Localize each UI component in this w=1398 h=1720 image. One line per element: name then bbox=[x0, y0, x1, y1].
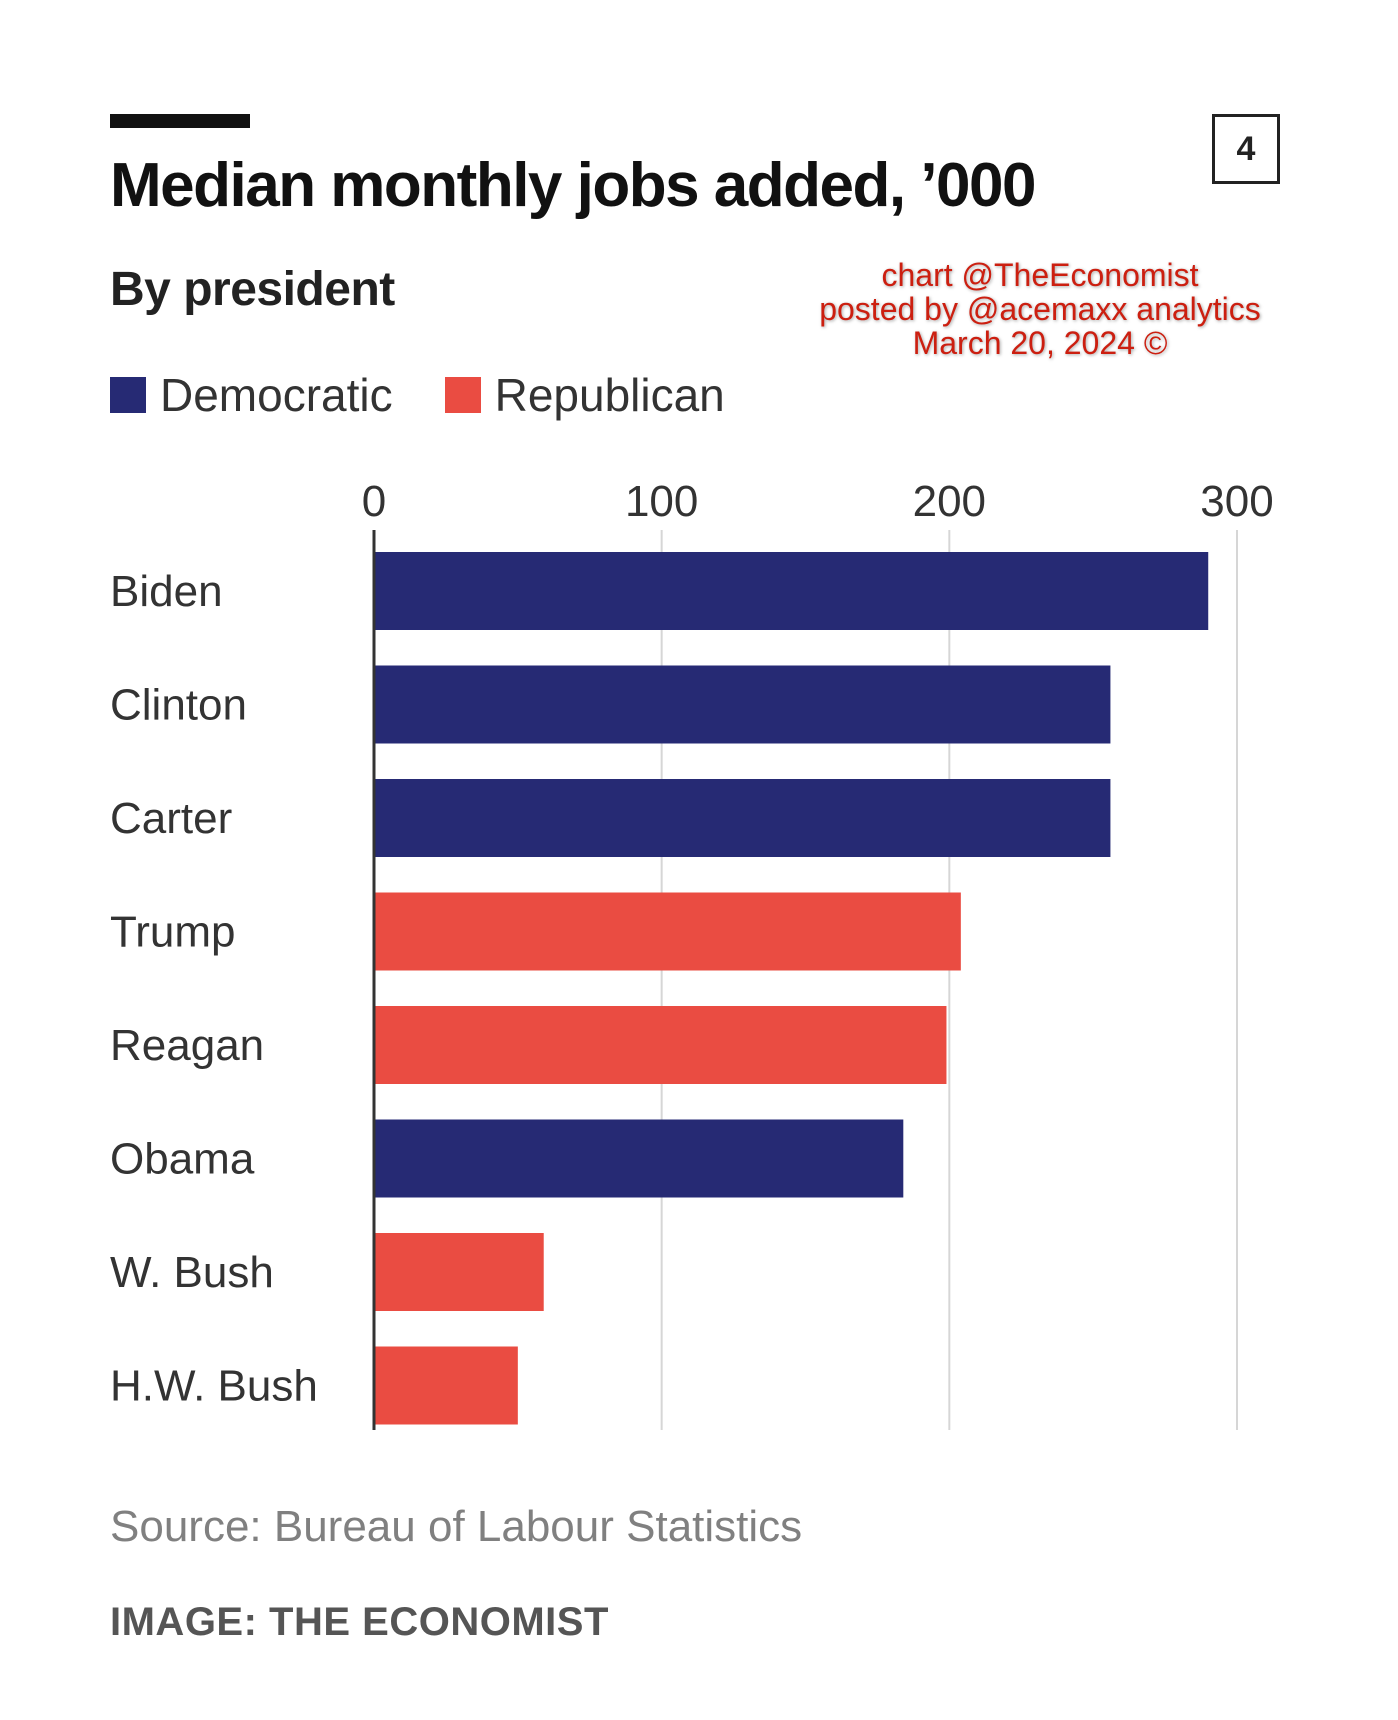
category-label: W. Bush bbox=[110, 1248, 274, 1297]
chart-number-badge: 4 bbox=[1212, 114, 1280, 184]
source-note: Source: Bureau of Labour Statistics bbox=[110, 1502, 803, 1551]
bar-reagan bbox=[374, 1006, 947, 1084]
watermark-line-1: chart @TheEconomist bbox=[881, 257, 1199, 293]
legend-item-democratic: Democratic bbox=[110, 368, 393, 422]
bar-h-w-bush bbox=[374, 1346, 518, 1425]
watermark-line-2: posted by @acemaxx analytics bbox=[819, 291, 1261, 327]
bar-trump bbox=[374, 892, 961, 971]
category-label: Obama bbox=[110, 1135, 255, 1184]
category-label: Carter bbox=[110, 794, 232, 843]
legend-label-democratic: Democratic bbox=[160, 369, 393, 421]
legend-swatch-democratic bbox=[110, 377, 146, 413]
image-credit: IMAGE: THE ECONOMIST bbox=[110, 1600, 609, 1644]
x-tick-label: 0 bbox=[362, 477, 386, 526]
legend: Democratic Republican bbox=[110, 368, 725, 422]
legend-item-republican: Republican bbox=[444, 368, 725, 422]
category-label: Clinton bbox=[110, 681, 247, 730]
bar-biden bbox=[374, 552, 1209, 630]
category-label: Reagan bbox=[110, 1021, 264, 1070]
category-label: Biden bbox=[110, 567, 223, 616]
x-tick-label: 100 bbox=[625, 477, 698, 526]
watermark: chart @TheEconomist posted by @acemaxx a… bbox=[760, 258, 1320, 360]
title-rule bbox=[110, 114, 250, 128]
bar-chart: 0 100 200 300 Biden Clinton Carter Trump Reagan O… bbox=[110, 477, 1274, 1430]
chart-title: Median monthly jobs added, ’000 bbox=[110, 151, 1037, 220]
x-tick-label: 300 bbox=[1200, 477, 1273, 526]
x-tick-label: 200 bbox=[913, 477, 986, 526]
legend-swatch-republican bbox=[444, 377, 481, 413]
chart-subtitle: By president bbox=[110, 263, 395, 316]
category-label: Trump bbox=[110, 908, 236, 957]
watermark-line-3: March 20, 2024 © bbox=[912, 325, 1168, 361]
bar-obama bbox=[374, 1119, 904, 1198]
bar-clinton bbox=[374, 665, 1111, 744]
bar-w-bush bbox=[374, 1233, 544, 1311]
category-label: H.W. Bush bbox=[110, 1362, 318, 1411]
legend-label-republican: Republican bbox=[494, 369, 725, 421]
bar-carter bbox=[374, 779, 1111, 857]
